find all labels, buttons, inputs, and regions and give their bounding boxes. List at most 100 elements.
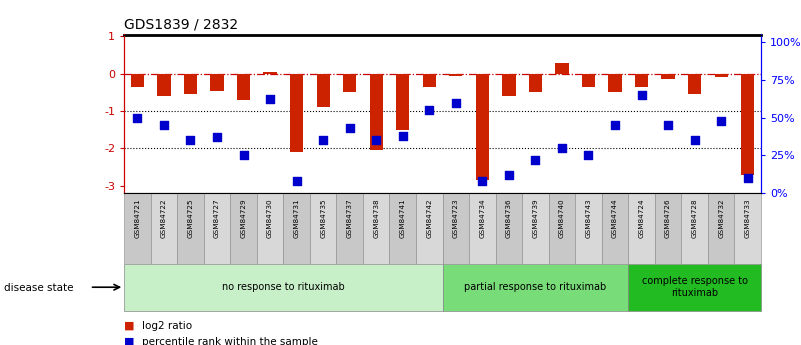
Point xyxy=(556,145,569,151)
Bar xyxy=(628,264,761,310)
Point xyxy=(529,157,541,163)
Text: GSM84730: GSM84730 xyxy=(267,199,273,238)
Text: complete response to
rituximab: complete response to rituximab xyxy=(642,276,747,298)
Text: GSM84726: GSM84726 xyxy=(665,199,671,238)
Point xyxy=(211,135,223,140)
Text: GDS1839 / 2832: GDS1839 / 2832 xyxy=(124,18,238,32)
Text: GSM84731: GSM84731 xyxy=(294,199,300,238)
Point xyxy=(370,138,383,143)
Point xyxy=(449,100,462,105)
Bar xyxy=(602,193,628,264)
Text: GSM84725: GSM84725 xyxy=(187,199,194,238)
Bar xyxy=(682,193,708,264)
Bar xyxy=(363,193,389,264)
Bar xyxy=(416,193,442,264)
Text: GSM84740: GSM84740 xyxy=(559,199,565,238)
Text: GSM84744: GSM84744 xyxy=(612,199,618,238)
Bar xyxy=(688,74,701,94)
Bar xyxy=(655,193,682,264)
Text: GSM84738: GSM84738 xyxy=(373,199,379,238)
Bar xyxy=(735,193,761,264)
Point xyxy=(237,152,250,158)
Point xyxy=(264,97,276,102)
Bar xyxy=(203,193,231,264)
Point xyxy=(184,138,197,143)
Text: GSM84732: GSM84732 xyxy=(718,199,724,238)
Point xyxy=(635,92,648,98)
Point xyxy=(582,152,595,158)
Bar xyxy=(316,74,330,107)
Text: GSM84739: GSM84739 xyxy=(533,199,538,238)
Text: percentile rank within the sample: percentile rank within the sample xyxy=(142,337,318,345)
Bar xyxy=(131,74,144,87)
Bar xyxy=(231,193,257,264)
Bar xyxy=(635,74,648,87)
Bar xyxy=(290,74,304,152)
Point xyxy=(688,138,701,143)
Text: GSM84741: GSM84741 xyxy=(400,199,406,238)
Text: GSM84736: GSM84736 xyxy=(506,199,512,238)
Text: GSM84724: GSM84724 xyxy=(638,199,645,238)
Text: GSM84742: GSM84742 xyxy=(426,199,433,238)
Bar xyxy=(157,74,171,96)
Bar xyxy=(741,74,755,175)
Text: GSM84735: GSM84735 xyxy=(320,199,326,238)
Text: GSM84727: GSM84727 xyxy=(214,199,220,238)
Point xyxy=(502,172,515,178)
Bar xyxy=(211,74,223,90)
Text: GSM84722: GSM84722 xyxy=(161,199,167,238)
Bar xyxy=(529,74,542,92)
Bar xyxy=(284,193,310,264)
Bar xyxy=(369,74,383,150)
Point xyxy=(476,178,489,184)
Text: disease state: disease state xyxy=(4,283,74,293)
Bar xyxy=(184,74,197,94)
Bar xyxy=(522,193,549,264)
Point xyxy=(741,175,754,181)
Bar xyxy=(575,193,602,264)
Bar xyxy=(124,264,442,310)
Text: GSM84734: GSM84734 xyxy=(479,199,485,238)
Point xyxy=(396,133,409,139)
Point xyxy=(714,118,727,124)
Bar xyxy=(257,193,284,264)
Text: no response to rituximab: no response to rituximab xyxy=(222,282,344,292)
Bar xyxy=(714,74,728,77)
Bar xyxy=(609,74,622,92)
Text: log2 ratio: log2 ratio xyxy=(142,321,192,331)
Bar xyxy=(310,193,336,264)
Bar xyxy=(449,74,462,76)
Bar xyxy=(555,62,569,74)
Bar xyxy=(343,74,356,92)
Text: GSM84728: GSM84728 xyxy=(691,199,698,238)
Text: GSM84721: GSM84721 xyxy=(135,199,140,238)
Bar xyxy=(442,193,469,264)
Bar xyxy=(264,72,276,74)
Bar xyxy=(177,193,203,264)
Point xyxy=(158,122,171,128)
Bar xyxy=(708,193,735,264)
Bar xyxy=(582,74,595,87)
Bar xyxy=(476,74,489,180)
Bar xyxy=(396,74,409,130)
Bar xyxy=(549,193,575,264)
Bar xyxy=(628,193,655,264)
Bar xyxy=(237,74,250,100)
Bar xyxy=(389,193,416,264)
Text: GSM84733: GSM84733 xyxy=(745,199,751,238)
Text: GSM84723: GSM84723 xyxy=(453,199,459,238)
Bar xyxy=(496,193,522,264)
Bar xyxy=(442,264,628,310)
Text: ■: ■ xyxy=(124,337,135,345)
Bar xyxy=(124,193,151,264)
Point xyxy=(131,115,144,120)
Bar xyxy=(336,193,363,264)
Point xyxy=(662,122,674,128)
Text: ■: ■ xyxy=(124,321,135,331)
Text: partial response to rituximab: partial response to rituximab xyxy=(465,282,606,292)
Point xyxy=(290,178,303,184)
Text: GSM84729: GSM84729 xyxy=(240,199,247,238)
Point xyxy=(423,107,436,113)
Bar xyxy=(469,193,496,264)
Text: GSM84737: GSM84737 xyxy=(347,199,352,238)
